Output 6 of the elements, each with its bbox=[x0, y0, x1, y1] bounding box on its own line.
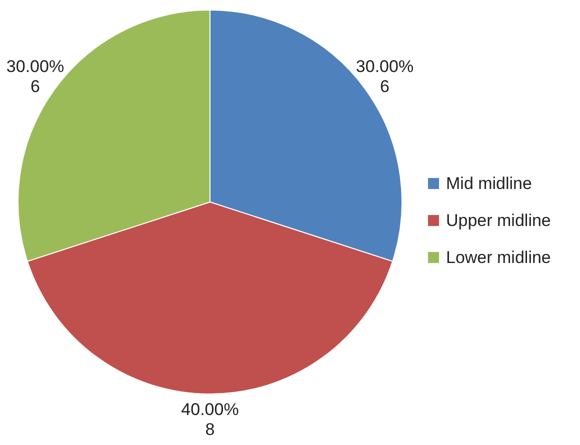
data-label: 30.00% 6 bbox=[6, 57, 64, 96]
data-label: 40.00% 8 bbox=[181, 400, 239, 439]
legend-label: Lower midline bbox=[446, 248, 551, 267]
legend-label: Mid midline bbox=[446, 174, 532, 193]
data-label: 30.00% 6 bbox=[356, 57, 414, 96]
legend-label: Upper midline bbox=[446, 211, 551, 230]
